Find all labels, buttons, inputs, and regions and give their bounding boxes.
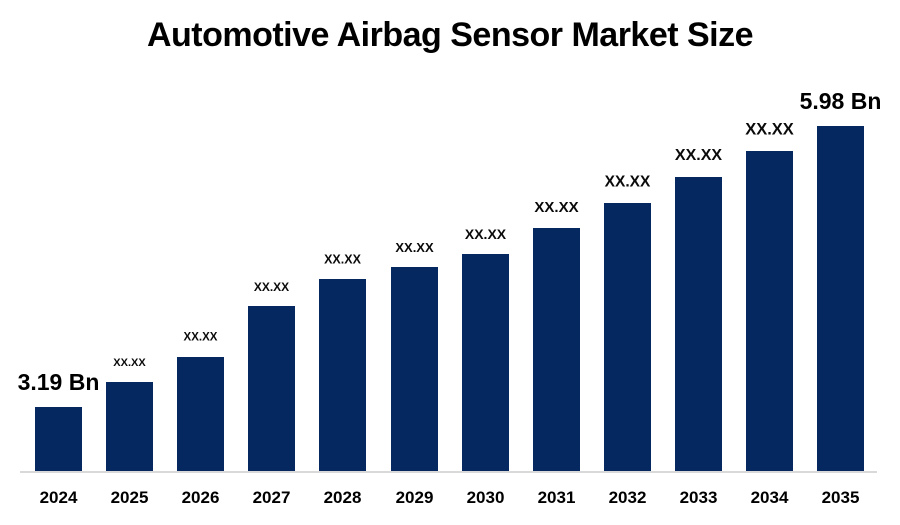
x-axis-line (20, 471, 877, 473)
bar-2025 (106, 382, 153, 471)
chart-title: Automotive Airbag Sensor Market Size (146, 16, 754, 54)
bar-value-label-2030: XX.XX (464, 226, 507, 242)
bar-2029 (391, 267, 438, 471)
x-axis-tick-label-2025: 2025 (110, 488, 149, 507)
bar-value-label-2033: XX.XX (674, 147, 723, 164)
bar-2030 (462, 254, 509, 471)
x-axis-tick-label-2032: 2032 (608, 488, 647, 507)
x-axis-tick-label-2031: 2031 (537, 488, 576, 507)
x-axis-tick-label-2024: 2024 (39, 488, 78, 507)
x-axis-tick-label-2028: 2028 (323, 488, 362, 507)
bar-value-label-2034: XX.XX (745, 120, 794, 139)
x-axis-tick-label-2026: 2026 (181, 488, 220, 507)
bar-value-label-2025: XX.XX (113, 357, 146, 369)
x-axis-tick-label-2034: 2034 (750, 488, 789, 507)
bar-2033 (675, 177, 722, 471)
x-axis-tick-label-2035: 2035 (821, 488, 860, 507)
bar-value-label-2028: XX.XX (324, 252, 361, 267)
bar-2027 (248, 306, 295, 471)
x-axis-tick-label-2029: 2029 (395, 488, 434, 507)
bar-value-label-2031: XX.XX (534, 199, 579, 216)
x-axis-tick-label-2033: 2033 (679, 488, 718, 507)
bar-value-label-2029: XX.XX (395, 240, 434, 255)
bar-2026 (177, 357, 224, 471)
bar-value-label-2026: XX.XX (183, 331, 218, 344)
bar-2024 (35, 407, 82, 471)
bar-2035 (817, 126, 864, 471)
bar-value-label-2035: 5.98 Bn (799, 88, 882, 114)
bar-2031 (533, 228, 580, 471)
bar-value-label-2032: XX.XX (604, 173, 651, 191)
x-axis-tick-label-2030: 2030 (466, 488, 505, 507)
bar-value-label-2024: 3.19 Bn (17, 369, 100, 395)
x-axis-tick-label-2027: 2027 (252, 488, 291, 507)
bar-2032 (604, 203, 651, 471)
bar-2034 (746, 151, 793, 471)
bar-2028 (319, 279, 366, 471)
bar-value-label-2027: XX.XX (253, 280, 290, 294)
